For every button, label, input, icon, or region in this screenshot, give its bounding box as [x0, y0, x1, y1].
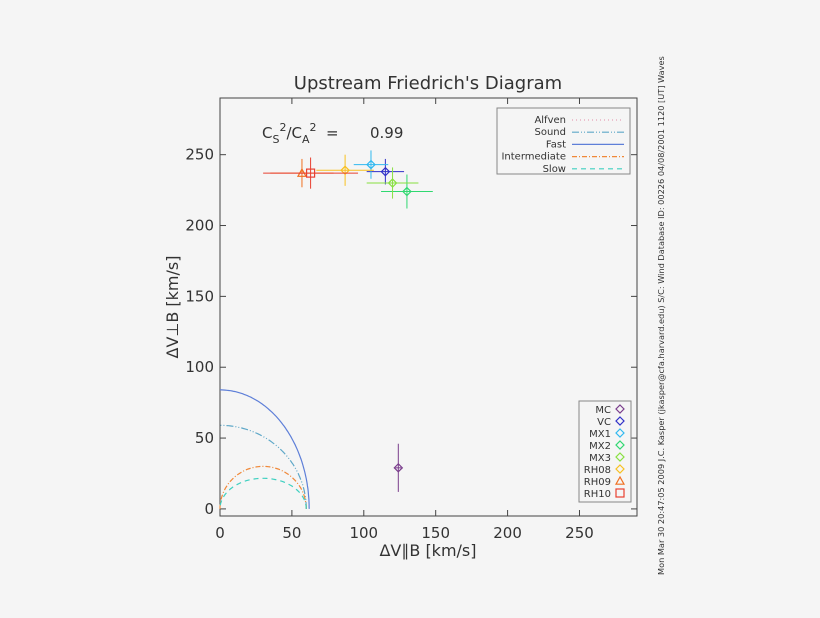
ratio-c2: C	[292, 124, 302, 142]
x-tick-label: 200	[493, 524, 522, 542]
points-legend-label: MX3	[589, 453, 611, 464]
y-axis: 0 50 100 150 200 250	[185, 146, 637, 518]
point-marker	[366, 159, 376, 170]
points-legend-marker	[615, 464, 625, 474]
x-tick-label: 150	[421, 524, 450, 542]
x-tick-label: 0	[215, 524, 225, 542]
curve-slow	[219, 477, 307, 509]
points-legend-marker	[615, 488, 625, 498]
points-legend-label: RH09	[584, 477, 611, 488]
points-legend-label: MC	[595, 405, 611, 416]
point-mc	[393, 443, 404, 492]
point-rh08	[316, 154, 374, 186]
points-legend-marker	[615, 440, 625, 450]
wave-curves	[219, 389, 310, 509]
curve-sound	[220, 424, 307, 509]
points-legend-marker	[615, 452, 625, 462]
y-tick-label: 50	[195, 429, 214, 447]
point-rh10	[263, 157, 359, 189]
svg-text:CS2/CA2: CS2/CA2	[262, 121, 317, 146]
points-legend-marker	[615, 428, 625, 438]
point-marker	[380, 166, 391, 177]
points-legend-marker	[614, 475, 626, 485]
curve-legend-label: Sound	[535, 127, 567, 138]
ratio-slash: /	[286, 124, 292, 142]
points-legend-label: MX1	[589, 429, 611, 440]
points-legend-label: MX2	[589, 441, 611, 452]
curve-legend-label: Intermediate	[501, 152, 566, 163]
point-marker	[305, 168, 316, 178]
side-info-text: Mon Mar 30 20:47:05 2009 J.C. Kasper (jk…	[656, 56, 666, 575]
y-tick-label: 250	[185, 146, 214, 164]
ratio-sup-2: 2	[279, 121, 286, 134]
y-tick-label: 0	[204, 500, 214, 518]
x-tick-label: 100	[349, 524, 378, 542]
point-marker	[393, 462, 404, 473]
curve-intermediate	[219, 465, 307, 509]
sound-alfven-ratio-annotation: CS2/CA2 = 0.99	[262, 121, 403, 146]
x-tick-label: 250	[565, 524, 594, 542]
y-tick-label: 150	[185, 287, 214, 305]
points-legend-marker	[615, 404, 625, 414]
ratio-value: 0.99	[370, 124, 403, 142]
curve-legend-label: Fast	[546, 139, 566, 150]
data-points	[263, 150, 433, 492]
point-marker	[402, 186, 412, 197]
chart-title: Upstream Friedrich's Diagram	[294, 73, 562, 94]
ratio-c: C	[262, 124, 272, 142]
points-legend-marker	[615, 416, 625, 426]
ratio-sub-a: A	[302, 133, 310, 146]
point-marker	[387, 178, 398, 188]
points-legend-label: RH08	[584, 465, 611, 476]
curve-fast	[220, 389, 310, 509]
x-axis: 0 50 100 150 200 250	[215, 98, 594, 542]
y-tick-label: 200	[185, 217, 214, 235]
ratio-sup-2b: 2	[310, 121, 317, 134]
curve-legend-label: Slow	[543, 164, 566, 175]
curve-legend-label: Alfven	[534, 115, 566, 126]
points-legend-label: VC	[597, 417, 611, 428]
y-axis-label: ΔV⊥B [km/s]	[163, 256, 182, 359]
point-mx1	[353, 150, 389, 179]
x-tick-label: 50	[282, 524, 301, 542]
ratio-equals: =	[326, 124, 339, 142]
plot-frame	[219, 97, 638, 517]
ratio-sub-s: S	[272, 133, 279, 146]
points-legend-label: RH10	[584, 489, 611, 500]
curve-legend-box	[496, 107, 631, 175]
x-axis-label: ΔV∥B [km/s]	[379, 541, 476, 560]
point-mx3	[366, 167, 419, 199]
y-tick-label: 100	[185, 358, 214, 376]
point-mx2	[381, 174, 433, 209]
points-legend-box	[578, 400, 632, 503]
point-vc	[366, 158, 405, 185]
point-marker	[340, 165, 350, 176]
